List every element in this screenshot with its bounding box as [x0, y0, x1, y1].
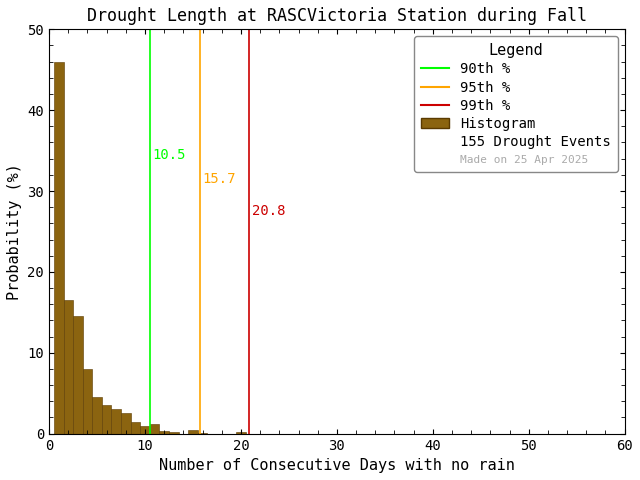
Bar [236, 432, 246, 433]
Bar [131, 421, 140, 433]
Text: 20.8: 20.8 [252, 204, 285, 218]
Bar [102, 405, 111, 433]
Title: Drought Length at RASCVictoria Station during Fall: Drought Length at RASCVictoria Station d… [87, 7, 587, 25]
Bar [150, 424, 159, 433]
Bar [159, 431, 169, 433]
Bar [140, 426, 150, 433]
Bar [54, 61, 63, 433]
Y-axis label: Probability (%): Probability (%) [7, 163, 22, 300]
Bar [188, 431, 198, 433]
Text: 15.7: 15.7 [203, 172, 236, 186]
Bar [63, 300, 73, 433]
Bar [169, 432, 179, 433]
Text: 10.5: 10.5 [153, 148, 186, 162]
Bar [73, 316, 83, 433]
Bar [111, 409, 121, 433]
Legend: 90th %, 95th %, 99th %, Histogram, 155 Drought Events, Made on 25 Apr 2025: 90th %, 95th %, 99th %, Histogram, 155 D… [414, 36, 618, 172]
X-axis label: Number of Consecutive Days with no rain: Number of Consecutive Days with no rain [159, 458, 515, 473]
Bar [83, 369, 92, 433]
Bar [121, 413, 131, 433]
Bar [92, 397, 102, 433]
